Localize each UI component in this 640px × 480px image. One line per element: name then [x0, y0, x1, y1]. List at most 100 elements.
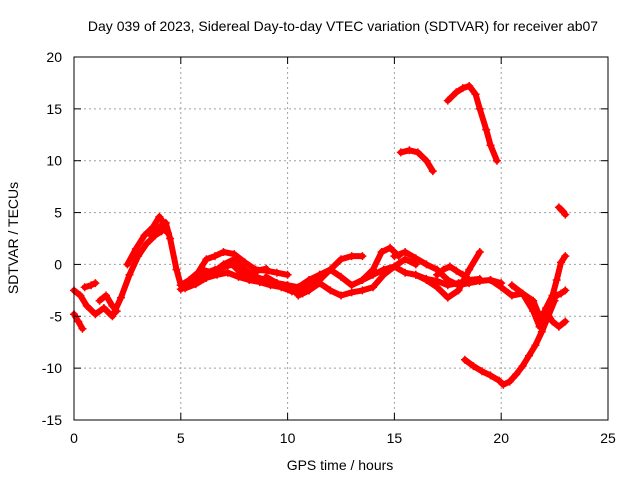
data-point-plus — [454, 286, 463, 295]
series-trace — [96, 292, 120, 315]
data-point-plus — [525, 351, 533, 360]
data-point-plus — [245, 276, 254, 284]
data-point-plus — [561, 317, 570, 326]
y-tick-label: -15 — [42, 412, 62, 428]
data-point-plus — [507, 291, 516, 300]
data-point-plus — [405, 146, 414, 155]
data-point-plus — [230, 255, 239, 264]
data-point-plus — [153, 226, 162, 235]
data-point-plus — [272, 279, 281, 288]
data-point-plus — [155, 212, 164, 221]
data-point-plus — [172, 265, 181, 274]
data-point-plus — [443, 96, 452, 105]
data-point-plus — [337, 255, 345, 264]
data-point-plus — [347, 281, 356, 290]
data-point-plus — [294, 291, 303, 300]
data-point-plus — [475, 104, 484, 113]
data-point-plus — [131, 244, 140, 253]
data-point-plus — [486, 276, 495, 284]
data-point-plus — [557, 258, 565, 267]
chart-title: Day 039 of 2023, Sidereal Day-to-day VTE… — [88, 18, 598, 34]
data-point-plus — [486, 371, 495, 380]
y-tick-label: 0 — [54, 256, 62, 272]
y-tick-label: -10 — [42, 360, 62, 376]
series-arc-3 — [80, 279, 100, 292]
data-point-plus — [219, 248, 228, 256]
data-point-plus — [471, 90, 480, 99]
data-point-plus — [475, 248, 484, 256]
data-point-plus — [76, 291, 85, 300]
data-point-plus — [146, 231, 155, 240]
data-point-plus — [478, 367, 486, 376]
data-point-plus — [512, 370, 521, 379]
data-point-plus — [469, 362, 478, 371]
y-tick-label: 10 — [46, 153, 62, 169]
series-trace — [487, 277, 569, 330]
data-point-plus — [234, 272, 243, 281]
data-point-plus — [422, 156, 431, 165]
data-point-plus — [87, 281, 96, 290]
data-point-plus — [390, 262, 399, 271]
data-point-plus — [401, 255, 410, 264]
data-point-plus — [82, 301, 91, 310]
data-point-plus — [475, 277, 484, 285]
plot-frame — [73, 56, 609, 421]
series-arc-16 — [411, 248, 484, 302]
data-point-plus — [326, 286, 335, 295]
data-point-plus — [347, 252, 356, 261]
x-tick-label: 25 — [600, 430, 616, 446]
data-point-plus — [91, 279, 100, 288]
data-point-plus — [191, 280, 200, 289]
data-point-plus — [123, 260, 132, 269]
data-point-plus — [157, 221, 166, 229]
data-point-plus — [411, 254, 420, 263]
data-point-plus — [531, 341, 540, 350]
data-point-plus — [486, 141, 495, 150]
data-point-plus — [518, 362, 527, 371]
data-point-plus — [379, 265, 388, 274]
data-point-plus — [505, 377, 514, 386]
series-arc-23 — [535, 252, 570, 326]
data-point-plus — [251, 272, 260, 281]
data-point-plus — [548, 317, 557, 326]
data-point-plus — [91, 310, 100, 319]
series-arc-24 — [554, 203, 570, 219]
data-point-plus — [552, 276, 561, 284]
series-arc-18 — [396, 146, 437, 176]
data-point-plus — [537, 327, 546, 336]
y-tick-label: -5 — [50, 308, 63, 324]
data-point-plus — [507, 281, 516, 290]
data-point-plus — [337, 272, 345, 281]
data-point-plus — [529, 307, 538, 316]
data-point-plus — [102, 291, 110, 300]
data-point-plus — [561, 210, 570, 219]
data-point-plus — [401, 268, 410, 277]
data-point-plus — [219, 260, 228, 269]
data-point-plus — [401, 248, 410, 256]
data-point-plus — [390, 252, 399, 261]
data-point-plus — [369, 283, 377, 292]
data-point-plus — [305, 286, 313, 295]
data-point-plus — [262, 272, 271, 281]
series-trace — [199, 256, 323, 291]
data-point-plus — [202, 255, 211, 264]
axes-layer: 0 5 10 15 20 25 -15 -10 -5 0 5 10 15 20 — [42, 49, 616, 446]
data-point-plus — [460, 355, 469, 364]
data-point-plus — [497, 283, 506, 292]
data-point-plus — [305, 276, 313, 284]
data-point-plus — [161, 218, 170, 227]
data-point-plus — [561, 286, 570, 295]
data-point-plus — [465, 279, 474, 288]
data-point-plus — [482, 125, 491, 134]
series-arc-15 — [390, 248, 506, 290]
data-point-plus — [529, 296, 538, 305]
data-point-plus — [315, 270, 324, 279]
y-axis-label: SDTVAR / TECUs — [5, 182, 21, 294]
data-point-plus — [95, 296, 104, 305]
data-point-plus — [458, 270, 467, 279]
data-point-plus — [80, 283, 89, 292]
data-point-plus — [535, 317, 544, 326]
data-point-plus — [495, 376, 504, 385]
